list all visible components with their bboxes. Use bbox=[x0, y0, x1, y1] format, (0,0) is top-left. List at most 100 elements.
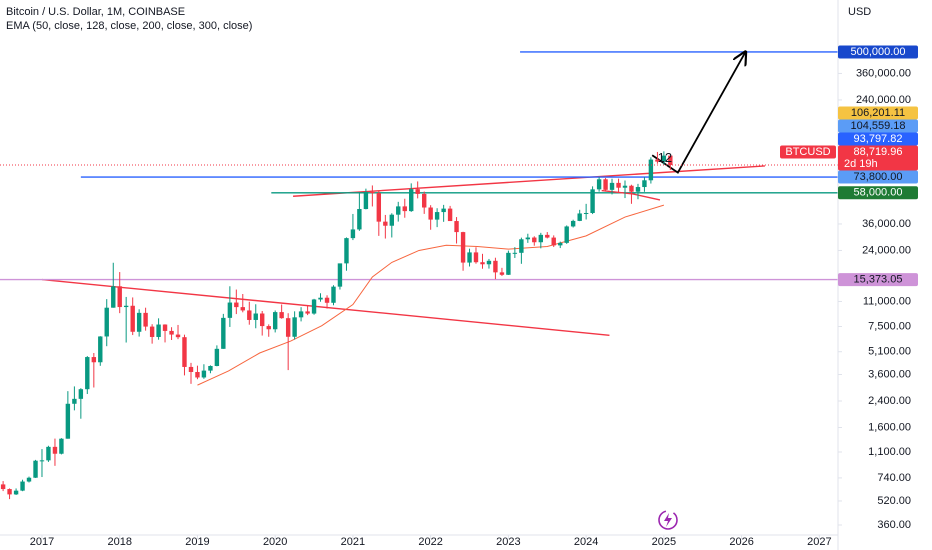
candle-body bbox=[668, 155, 673, 165]
y-tick-label: 520.00 bbox=[877, 495, 911, 507]
annotation: 12 bbox=[658, 150, 672, 165]
candle-body bbox=[104, 307, 109, 337]
candle-body bbox=[234, 302, 239, 308]
y-tick-label: 36,000.00 bbox=[862, 218, 911, 230]
candle-body bbox=[629, 185, 634, 192]
candle-body bbox=[616, 182, 621, 188]
candle-body bbox=[292, 317, 297, 337]
candle-body bbox=[33, 460, 38, 478]
candle-body bbox=[272, 312, 278, 330]
candle-body bbox=[0, 484, 6, 490]
candle-body bbox=[655, 159, 660, 162]
symbol-box bbox=[780, 145, 836, 159]
y-tick-label: 2,400.00 bbox=[868, 395, 911, 407]
x-tick-label: 2025 bbox=[652, 536, 676, 548]
candle-body bbox=[195, 371, 200, 378]
price-label-box bbox=[838, 132, 918, 146]
candle-body bbox=[266, 326, 271, 330]
candle-body bbox=[402, 206, 407, 212]
x-tick-label: 2022 bbox=[418, 536, 442, 548]
price-label-box bbox=[838, 106, 918, 120]
candle-body bbox=[596, 179, 602, 190]
indicator-legend: EMA (50, close, 128, close, 200, close, … bbox=[6, 20, 252, 32]
price-label: 106,201.11 bbox=[851, 107, 905, 119]
candle-body bbox=[143, 312, 148, 327]
candle-body bbox=[78, 389, 84, 399]
candle-body bbox=[357, 209, 362, 230]
y-tick-label: 240,000.00 bbox=[856, 94, 911, 106]
candle-body bbox=[214, 348, 220, 366]
candle-body bbox=[363, 191, 369, 210]
candle-body bbox=[422, 193, 427, 208]
candle-body bbox=[324, 297, 330, 303]
candle-body bbox=[305, 311, 310, 314]
chart-title: Bitcoin / U.S. Dollar, 1M, COINBASE bbox=[6, 6, 185, 18]
candle-body bbox=[467, 252, 472, 263]
candle-body bbox=[603, 179, 608, 190]
x-tick-label: 2021 bbox=[341, 536, 365, 548]
candle-body bbox=[564, 226, 569, 243]
candle-body bbox=[506, 252, 511, 275]
candle-body bbox=[136, 312, 142, 332]
candle-body bbox=[590, 189, 595, 213]
candle-body bbox=[169, 330, 174, 335]
x-tick-label: 2026 bbox=[729, 536, 753, 548]
price-label: 104,559.18 bbox=[850, 120, 905, 132]
candle-body bbox=[441, 208, 446, 213]
candle-body bbox=[499, 272, 505, 275]
candle-body bbox=[46, 446, 51, 461]
candle-body bbox=[337, 263, 343, 287]
trend-line bbox=[41, 278, 610, 336]
candle-body bbox=[240, 307, 245, 311]
countdown: 2d 19h bbox=[844, 158, 878, 170]
candle-body bbox=[454, 221, 459, 233]
candle-body bbox=[52, 446, 58, 454]
candle-body bbox=[493, 260, 498, 273]
y-tick-label: 3,600.00 bbox=[868, 368, 911, 380]
candle-body bbox=[389, 214, 394, 226]
x-tick-label: 2023 bbox=[496, 536, 520, 548]
candle-body bbox=[175, 334, 181, 338]
price-label: 88,719.96 bbox=[854, 146, 903, 158]
candle-body bbox=[532, 237, 537, 243]
candle-body bbox=[415, 189, 420, 194]
candle-body bbox=[434, 212, 440, 220]
candle-body bbox=[428, 207, 433, 220]
candle-body bbox=[331, 286, 336, 303]
y-tick-label: 5,100.00 bbox=[868, 346, 911, 358]
candle-body bbox=[117, 286, 122, 308]
candle-body bbox=[583, 212, 589, 214]
candle-body bbox=[260, 313, 265, 327]
candle-body bbox=[298, 311, 304, 318]
candle-body bbox=[221, 317, 226, 349]
candle-body bbox=[20, 481, 25, 491]
candle-body bbox=[519, 239, 524, 253]
candle-body bbox=[72, 398, 77, 404]
x-tick-label: 2018 bbox=[107, 536, 131, 548]
candle-body bbox=[648, 159, 654, 181]
candle-body bbox=[525, 237, 531, 240]
candle-body bbox=[396, 206, 401, 215]
candle-body bbox=[661, 155, 667, 162]
candle-body bbox=[344, 238, 349, 264]
candle-body bbox=[162, 324, 168, 331]
y-tick-label: 7,500.00 bbox=[868, 320, 911, 332]
candle-body bbox=[156, 324, 161, 337]
candle-body bbox=[622, 185, 628, 188]
candle-body bbox=[311, 299, 317, 314]
candle-body bbox=[26, 477, 32, 482]
price-label-box bbox=[838, 45, 918, 59]
candle-body bbox=[182, 337, 187, 367]
price-label: 500,000.00 bbox=[850, 46, 905, 58]
candle-body bbox=[7, 489, 12, 495]
candle-body bbox=[383, 221, 388, 226]
price-label: 93,797.82 bbox=[854, 133, 903, 145]
y-tick-label: 1,600.00 bbox=[868, 421, 911, 433]
candle-body bbox=[350, 229, 356, 239]
price-label-box bbox=[838, 186, 918, 200]
candle-body bbox=[130, 305, 135, 332]
arrow bbox=[651, 52, 745, 174]
candle-body bbox=[512, 252, 518, 254]
